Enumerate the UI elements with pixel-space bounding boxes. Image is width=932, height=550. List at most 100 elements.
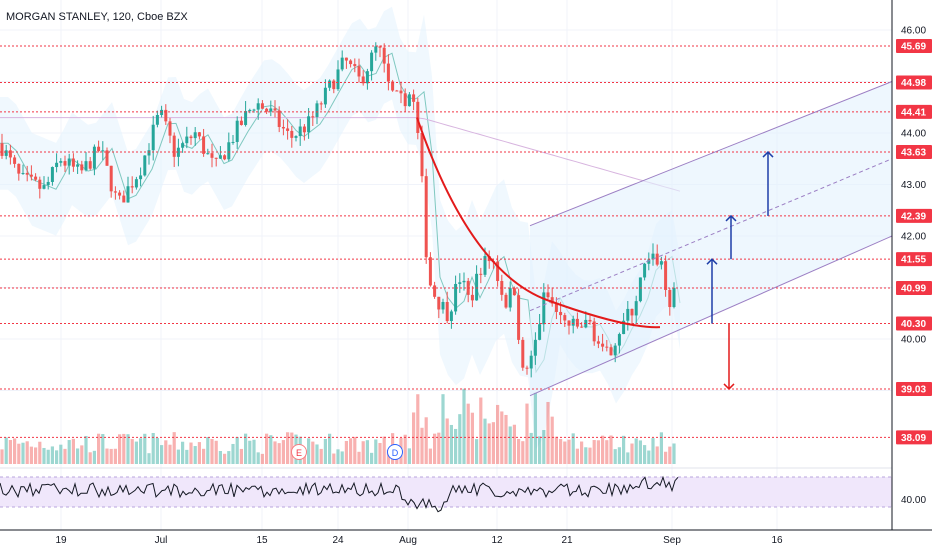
volume-bar	[290, 432, 294, 464]
volume-bar	[286, 432, 290, 464]
candle-body	[218, 155, 222, 159]
volume-bar	[151, 433, 155, 464]
volume-bar	[206, 436, 210, 464]
candle-body	[508, 288, 512, 308]
volume-bar	[550, 416, 554, 464]
candle-body	[67, 158, 71, 166]
channel-fill	[530, 81, 892, 396]
volume-bar	[63, 448, 67, 464]
candle-body	[113, 191, 117, 193]
volume-bar	[407, 448, 411, 464]
candle-body	[437, 296, 441, 310]
candle-body	[319, 103, 323, 105]
volume-bar	[139, 438, 143, 464]
volume-bar	[160, 445, 164, 464]
volume-bar	[269, 435, 273, 464]
volume-bar	[101, 434, 105, 464]
volume-bar	[29, 446, 33, 464]
candle-body	[361, 76, 365, 84]
price-tick-label: 46.00	[901, 26, 926, 37]
volume-bar	[46, 449, 50, 464]
volume-bar	[256, 452, 260, 464]
time-tick-label: Jul	[155, 535, 168, 546]
candle-body	[357, 66, 361, 77]
volume-bar	[202, 448, 206, 464]
volume-bar	[260, 453, 264, 464]
volume-bar	[244, 433, 248, 464]
volume-bar	[563, 441, 567, 464]
candle-body	[622, 320, 626, 335]
candle-body	[580, 326, 584, 328]
volume-bar	[601, 435, 605, 464]
candle-body	[664, 261, 668, 290]
volume-bar	[517, 438, 521, 464]
volume-bar	[21, 442, 25, 464]
candle-body	[214, 157, 218, 159]
volume-bar	[181, 441, 185, 464]
candle-body	[382, 47, 386, 64]
candle-body	[76, 164, 80, 167]
volume-bar	[38, 441, 42, 464]
volume-bar	[218, 451, 222, 464]
price-tag-bg	[896, 252, 932, 267]
volume-bar	[319, 448, 323, 464]
volume-bar	[504, 414, 508, 464]
price-tag-bg	[896, 145, 932, 160]
candle-body	[332, 80, 336, 90]
volume-bar	[92, 450, 96, 464]
support-resistance-levels	[0, 45, 892, 438]
candle-body	[433, 285, 437, 297]
candle-body	[353, 64, 357, 67]
volume-bar	[454, 428, 458, 464]
volume-bar	[143, 433, 147, 464]
volume-bar	[638, 440, 642, 464]
candle-body	[202, 136, 206, 154]
candle-body	[260, 103, 264, 109]
volume-bar	[365, 440, 369, 464]
candle-body	[462, 280, 466, 283]
candle-body	[181, 143, 185, 148]
candle-body	[479, 273, 483, 275]
volume-bar	[307, 438, 311, 464]
volume-bar	[231, 443, 235, 464]
volume-bar	[8, 440, 12, 464]
volume-bar	[340, 451, 344, 464]
candle-body	[496, 261, 500, 281]
volume-bar	[487, 423, 491, 464]
volume-bar	[130, 439, 134, 464]
candle-body	[550, 297, 554, 304]
volume-bar	[189, 442, 193, 464]
volume-bar	[4, 437, 8, 464]
candle-body	[88, 161, 92, 169]
price-tag: 40.99	[896, 281, 932, 296]
candle-body	[588, 319, 592, 322]
candle-body	[294, 136, 298, 138]
volume-bar	[122, 433, 126, 464]
volume-bar	[672, 443, 676, 464]
arrow-head	[762, 150, 774, 158]
price-tag-label: 42.39	[901, 211, 926, 222]
candle-body	[155, 114, 159, 125]
candle-body	[403, 93, 407, 107]
time-tick-label: 24	[332, 535, 344, 546]
volume-bar	[50, 446, 54, 464]
volume-bar	[659, 432, 663, 464]
candle-body	[634, 301, 638, 316]
volume-bar	[571, 433, 575, 464]
candle-body	[168, 121, 172, 136]
marker-circle	[387, 444, 403, 460]
candle-body	[29, 174, 33, 177]
candle-body	[542, 292, 546, 325]
candle-body	[227, 142, 231, 160]
candle-body	[223, 155, 227, 160]
volume-bar	[55, 450, 59, 464]
candle-body	[307, 116, 311, 133]
channel-top	[529, 81, 893, 227]
candle-body	[374, 46, 378, 53]
candle-body	[643, 263, 647, 278]
candle-body	[235, 120, 239, 142]
volume-bar	[374, 439, 378, 464]
price-tick-label: 43.00	[901, 180, 926, 191]
candle-body	[256, 103, 260, 110]
candle-body	[164, 109, 168, 122]
